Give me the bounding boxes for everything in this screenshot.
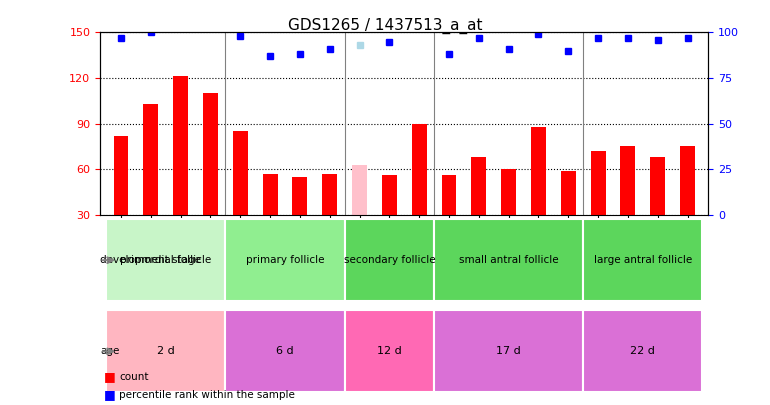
Text: secondary follicle: secondary follicle [343, 255, 435, 265]
Text: primordial follicle: primordial follicle [120, 255, 211, 265]
Bar [561, 171, 576, 215]
Bar [263, 174, 277, 215]
Bar [382, 175, 397, 215]
Bar [173, 77, 188, 215]
Text: 2 d: 2 d [157, 346, 175, 356]
Text: 12 d: 12 d [377, 346, 402, 356]
FancyBboxPatch shape [106, 219, 226, 301]
Bar [323, 174, 337, 215]
Bar [441, 175, 457, 215]
FancyBboxPatch shape [434, 219, 583, 301]
Text: count: count [119, 372, 149, 382]
Text: large antral follicle: large antral follicle [594, 255, 692, 265]
Text: primary follicle: primary follicle [246, 255, 324, 265]
FancyBboxPatch shape [345, 219, 434, 301]
Bar [591, 151, 605, 215]
FancyBboxPatch shape [583, 219, 702, 301]
Bar [680, 146, 695, 215]
Bar [293, 177, 307, 215]
Text: 6 d: 6 d [276, 346, 294, 356]
Bar [650, 157, 665, 215]
Bar [352, 164, 367, 215]
Text: ■: ■ [104, 370, 115, 383]
Bar [531, 126, 546, 215]
Text: percentile rank within the sample: percentile rank within the sample [119, 390, 295, 400]
Bar [233, 131, 248, 215]
Text: 17 d: 17 d [496, 346, 521, 356]
FancyBboxPatch shape [434, 310, 583, 392]
FancyBboxPatch shape [226, 219, 345, 301]
FancyBboxPatch shape [226, 310, 345, 392]
FancyBboxPatch shape [345, 310, 434, 392]
Text: age: age [100, 346, 120, 356]
Bar [471, 157, 486, 215]
Text: development stage: development stage [100, 255, 202, 265]
Bar [412, 124, 427, 215]
Text: ■: ■ [104, 388, 115, 401]
Bar [113, 136, 129, 215]
Text: GDS1265 / 1437513_a_at: GDS1265 / 1437513_a_at [288, 18, 482, 34]
Bar [143, 104, 159, 215]
FancyBboxPatch shape [106, 310, 226, 392]
Text: 22 d: 22 d [631, 346, 655, 356]
Text: small antral follicle: small antral follicle [459, 255, 558, 265]
Bar [501, 169, 516, 215]
Bar [621, 146, 635, 215]
Bar [203, 93, 218, 215]
FancyBboxPatch shape [583, 310, 702, 392]
